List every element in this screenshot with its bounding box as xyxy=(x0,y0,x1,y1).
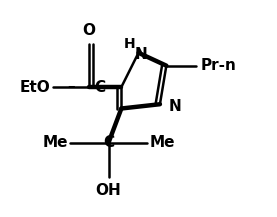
Text: OH: OH xyxy=(96,184,121,199)
Text: Me: Me xyxy=(149,135,175,150)
Text: N: N xyxy=(134,48,147,62)
Text: H: H xyxy=(124,37,136,51)
Text: C: C xyxy=(94,80,106,95)
Text: O: O xyxy=(83,23,96,38)
Text: C: C xyxy=(103,135,114,150)
Text: EtO: EtO xyxy=(20,80,51,95)
Text: Me: Me xyxy=(42,135,68,150)
Text: –: – xyxy=(67,79,75,94)
Text: N: N xyxy=(168,99,181,114)
Text: Pr-n: Pr-n xyxy=(201,58,237,73)
